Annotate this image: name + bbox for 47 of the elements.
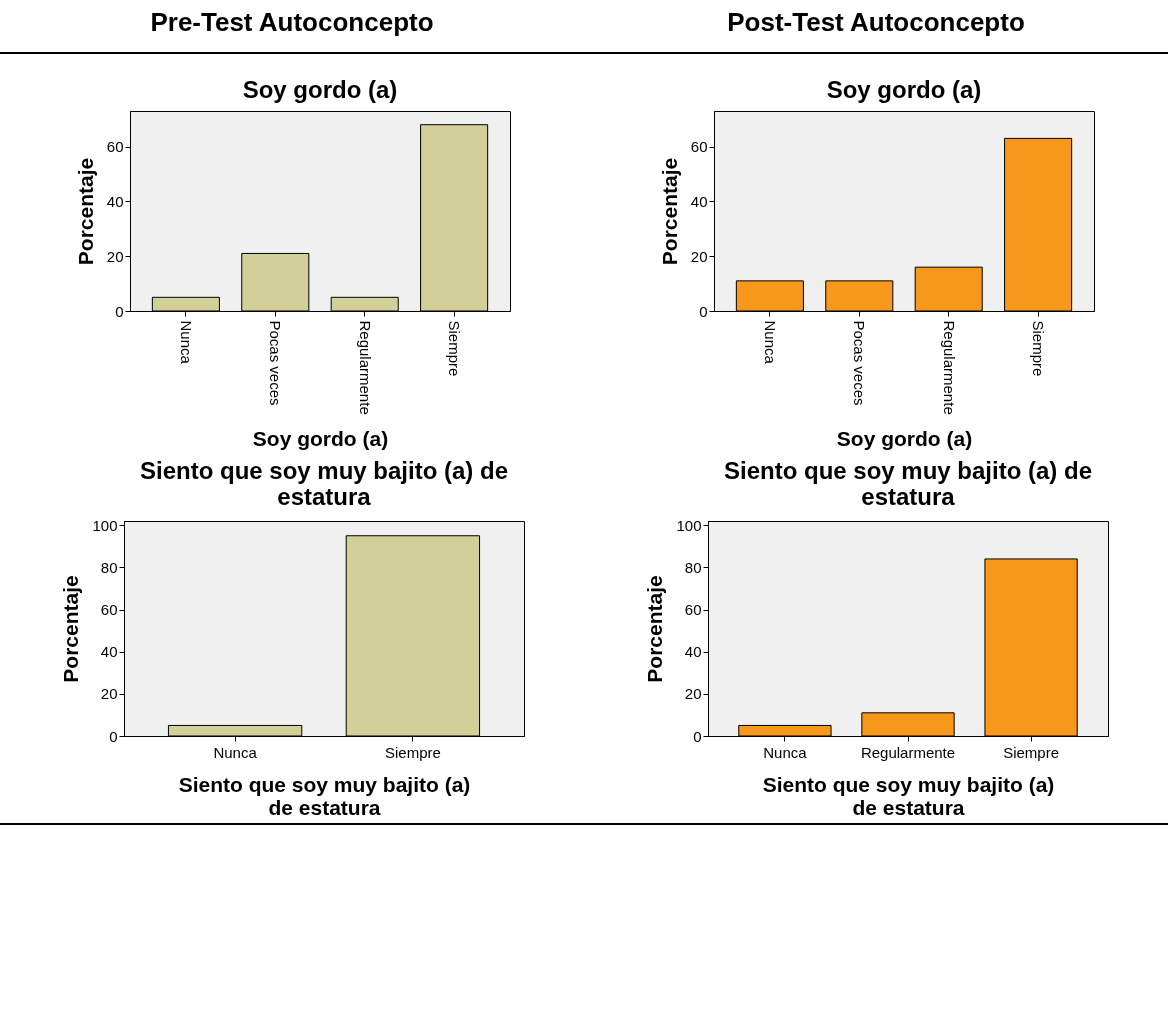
x-tick-label: Nunca [177, 320, 195, 365]
chart-title: Siento que soy muy bajito (a) de estatura [139, 457, 509, 511]
y-tick-label: 100 [92, 516, 118, 534]
x-axis-title: Siento que soy muy bajito (a) de estatura [762, 772, 1055, 819]
y-tick-label: 80 [684, 558, 702, 576]
x-tick-label: Regularmente [940, 320, 958, 415]
y-tick-label: 20 [690, 247, 707, 265]
x-tick-label: Regularmente [356, 320, 374, 415]
y-axis-title: Porcentaje [59, 575, 83, 683]
y-tick-label: 0 [114, 302, 123, 320]
x-tick-label: Nunca [761, 320, 779, 365]
x-tick-label: Pocas veces [266, 320, 284, 406]
x-axis-title: Soy gordo (a) [252, 426, 388, 450]
chart-title: Soy gordo (a) [826, 76, 981, 103]
y-tick-label: 20 [106, 247, 123, 265]
y-tick-label: 60 [684, 601, 702, 619]
x-axis-title: Siento que soy muy bajito (a) de estatura [178, 772, 471, 819]
y-tick-label: 60 [106, 138, 123, 156]
y-tick-label: 40 [100, 643, 118, 661]
y-tick-label: 0 [698, 302, 707, 320]
y-tick-label: 20 [684, 685, 702, 703]
x-tick-label: Siempre [445, 320, 463, 377]
x-tick-label: Siempre [1003, 743, 1060, 761]
y-tick-label: 0 [109, 727, 118, 745]
text: Pre-Test Autoconcepto [149, 6, 435, 39]
y-axis-title: Porcentaje [73, 157, 97, 266]
x-tick-label: Nunca [763, 743, 808, 761]
y-tick-label: 40 [690, 192, 707, 210]
x-tick-label: Pocas veces [850, 320, 868, 406]
y-tick-label: 60 [100, 601, 118, 619]
chart-title: Soy gordo (a) [242, 76, 397, 103]
x-tick-label: Siempre [384, 743, 441, 761]
y-axis-title: Porcentaje [643, 575, 667, 683]
y-tick-label: 40 [106, 192, 123, 210]
text: Post-Test Autoconcepto [726, 6, 1026, 39]
y-tick-label: 100 [676, 516, 702, 534]
y-tick-label: 0 [693, 727, 702, 745]
chart-title: Siento que soy muy bajito (a) de estatura [723, 457, 1093, 511]
x-tick-label: Regularmente [860, 743, 956, 761]
x-tick-label: Nunca [213, 743, 258, 761]
y-tick-label: 80 [100, 558, 118, 576]
y-tick-label: 40 [684, 643, 702, 661]
y-tick-label: 60 [690, 138, 707, 156]
y-axis-title: Porcentaje [657, 157, 681, 266]
x-tick-label: Siempre [1029, 320, 1047, 377]
y-tick-label: 20 [100, 685, 118, 703]
x-axis-title: Soy gordo (a) [836, 426, 972, 450]
